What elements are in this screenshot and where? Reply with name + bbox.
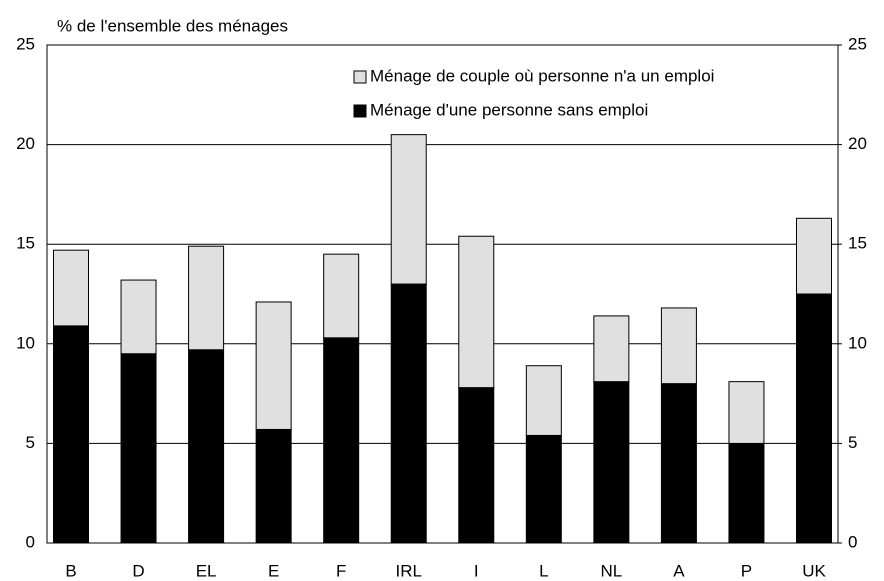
legend-swatch [353,70,367,84]
bar-segment [796,217,832,295]
plot-frame [46,44,839,544]
bar-segment [390,283,427,544]
bar-segment [188,349,225,544]
y-tick-label: 5 [26,433,35,452]
y-tick-label: 25 [16,34,35,53]
bar-segment [53,249,89,327]
x-tick-label: E [268,561,279,580]
bar-segment [593,381,630,544]
bar-segment [53,325,89,544]
bar-segment [323,337,360,544]
x-tick-label: D [132,561,144,580]
legend-swatch [353,104,367,118]
bar-segment [593,315,630,383]
bar-segment [728,442,765,544]
bar-segment [390,134,427,285]
y2-tick-label: 5 [848,433,857,452]
y-tick-label: 10 [16,333,35,352]
y-tick-label: 0 [26,532,35,551]
axis-title: % de l'ensemble des ménages [57,16,288,35]
bar-segment [525,365,562,436]
y-tick-label: 15 [16,234,35,253]
bar-segment [728,381,765,444]
bar-segment [120,353,157,544]
bar-segment [255,301,292,430]
bar-segment [660,307,697,385]
x-tick-label: L [539,561,548,580]
y2-tick-label: 15 [848,234,867,253]
bar-segment [120,279,157,355]
x-tick-label: IRL [395,561,421,580]
x-tick-label: NL [600,561,622,580]
bar-segment [458,387,495,544]
x-tick-label: I [474,561,479,580]
x-tick-label: A [673,561,685,580]
y2-tick-label: 0 [848,532,857,551]
bar-segment [525,434,562,544]
x-tick-label: P [741,561,752,580]
bar-segment [323,253,360,339]
y2-tick-label: 10 [848,333,867,352]
x-tick-label: F [336,561,346,580]
x-tick-label: EL [196,561,217,580]
x-tick-label: B [65,561,76,580]
bar-segment [660,383,697,544]
bar-segment [188,245,225,351]
bar-segment [255,428,292,544]
bar-segment [458,235,495,389]
y-tick-label: 20 [16,134,35,153]
x-tick-label: UK [802,561,826,580]
bar-segment [796,293,832,544]
legend-label: Ménage d'une personne sans emploi [370,100,648,119]
y2-tick-label: 20 [848,134,867,153]
legend-label: Ménage de couple où personne n'a un empl… [370,66,714,85]
y2-tick-label: 25 [848,34,867,53]
